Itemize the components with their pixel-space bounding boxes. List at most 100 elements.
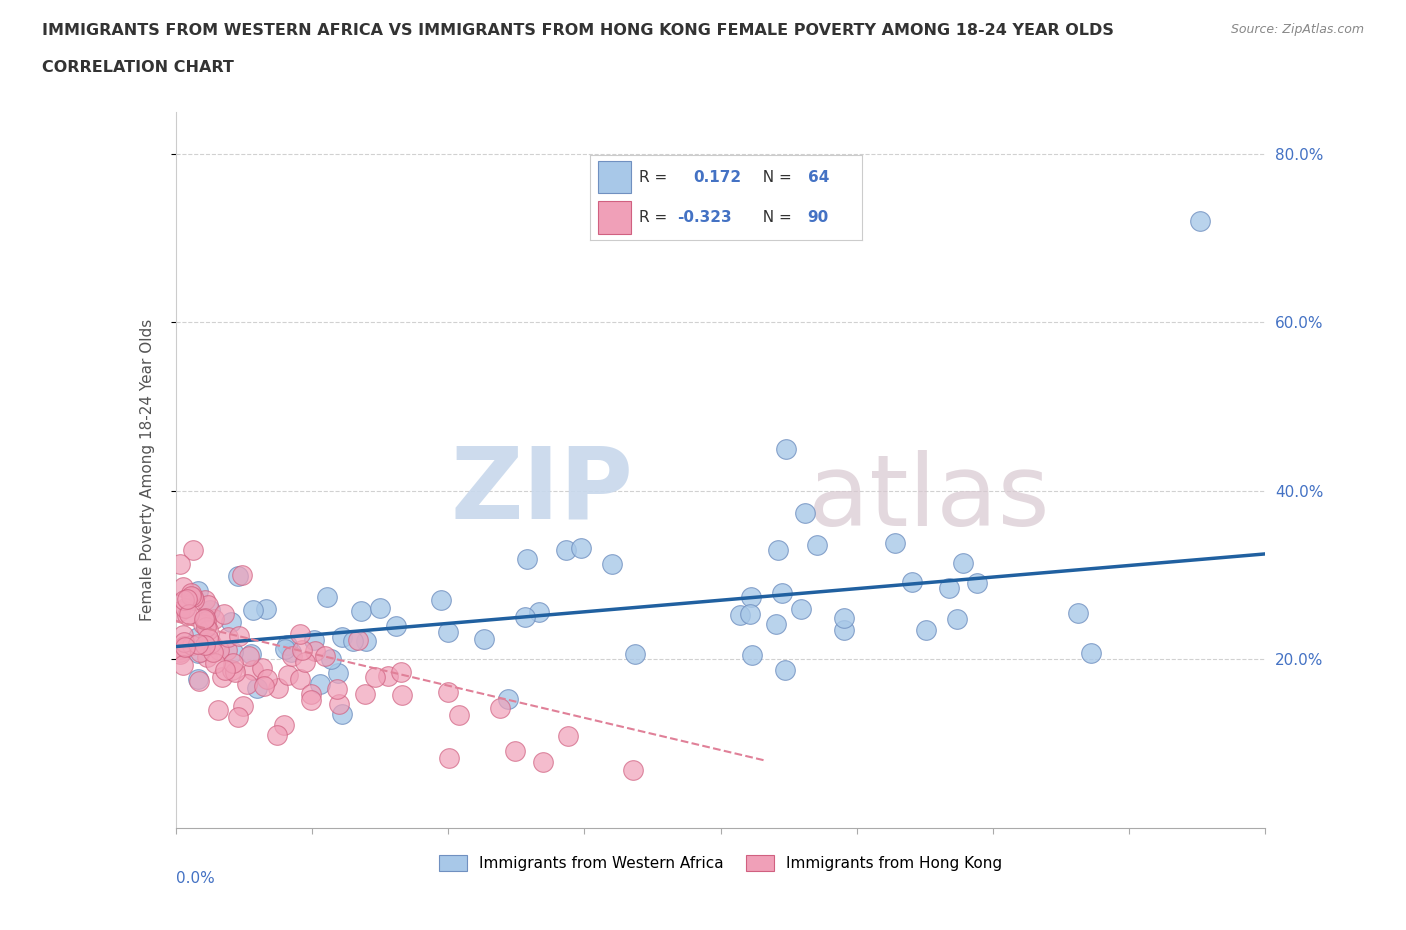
Point <box>384 618 406 633</box>
Point <box>277 668 299 683</box>
Point <box>790 602 813 617</box>
Point <box>302 633 325 648</box>
Point <box>489 701 512 716</box>
Point <box>188 644 211 659</box>
Point <box>214 663 236 678</box>
Point <box>194 638 217 653</box>
Point <box>299 693 322 708</box>
Point <box>938 580 960 595</box>
Point <box>1189 214 1212 229</box>
Point <box>222 644 245 659</box>
Point <box>273 717 295 732</box>
Point <box>172 641 194 656</box>
Text: ZIP: ZIP <box>450 443 633 539</box>
Point <box>191 617 214 631</box>
Point <box>288 627 311 642</box>
Point <box>173 600 195 615</box>
Point <box>194 593 217 608</box>
Point <box>172 579 194 594</box>
Point <box>623 646 645 661</box>
Point <box>389 664 412 679</box>
Point <box>231 567 253 582</box>
Point <box>832 623 855 638</box>
Point <box>354 686 377 701</box>
Point <box>516 551 538 566</box>
Point <box>834 611 856 626</box>
Point <box>195 614 218 629</box>
Point <box>181 542 204 557</box>
Point <box>350 604 373 618</box>
Point <box>169 556 191 571</box>
Point <box>183 592 205 607</box>
Point <box>253 679 276 694</box>
Point <box>316 589 339 604</box>
Point <box>304 644 326 658</box>
Point <box>503 744 526 759</box>
Point <box>377 669 399 684</box>
Point <box>600 557 623 572</box>
Point <box>569 540 592 555</box>
Point <box>228 710 250 724</box>
Point <box>364 670 387 684</box>
Point <box>437 624 460 639</box>
Point <box>200 636 222 651</box>
Point <box>294 655 316 670</box>
Point <box>193 612 215 627</box>
Point <box>314 649 336 664</box>
Point <box>169 644 191 659</box>
Point <box>222 656 245 671</box>
Point <box>228 628 250 643</box>
Point <box>228 568 250 583</box>
Point <box>966 576 988 591</box>
Point <box>186 630 209 644</box>
Text: 0.0%: 0.0% <box>176 870 215 885</box>
Point <box>236 676 259 691</box>
Point <box>740 606 762 621</box>
Point <box>173 634 195 649</box>
Point <box>740 590 762 604</box>
Point <box>555 542 578 557</box>
Point <box>242 663 264 678</box>
Point <box>219 615 242 630</box>
Point <box>793 506 815 521</box>
Point <box>186 671 209 686</box>
Point <box>952 556 974 571</box>
Point <box>201 644 224 659</box>
Text: atlas: atlas <box>807 450 1049 547</box>
Text: IMMIGRANTS FROM WESTERN AFRICA VS IMMIGRANTS FROM HONG KONG FEMALE POVERTY AMONG: IMMIGRANTS FROM WESTERN AFRICA VS IMMIGR… <box>42 23 1114 38</box>
Point <box>238 648 260 663</box>
Point <box>197 631 219 645</box>
Point <box>180 589 202 604</box>
Point <box>449 708 471 723</box>
Point <box>328 697 350 711</box>
Point <box>187 636 209 651</box>
Point <box>174 640 197 655</box>
Point <box>207 702 229 717</box>
Point <box>276 637 298 652</box>
Point <box>1080 645 1102 660</box>
Point <box>195 619 218 634</box>
Point <box>186 583 209 598</box>
Point <box>256 671 278 686</box>
Point <box>773 663 796 678</box>
Point <box>330 706 353 721</box>
Point <box>770 586 793 601</box>
Point <box>430 593 453 608</box>
Point <box>527 604 550 619</box>
Point <box>326 665 349 680</box>
Point <box>231 698 253 713</box>
Point <box>557 729 579 744</box>
Point <box>186 645 209 660</box>
Point <box>246 681 269 696</box>
Point <box>498 692 520 707</box>
Point <box>242 603 264 618</box>
Point <box>437 751 460 765</box>
Legend: Immigrants from Western Africa, Immigrants from Hong Kong: Immigrants from Western Africa, Immigran… <box>433 849 1008 877</box>
Point <box>217 630 239 644</box>
Point <box>342 633 364 648</box>
Point <box>204 656 226 671</box>
Point <box>621 763 644 777</box>
Point <box>198 602 221 617</box>
Point <box>274 642 297 657</box>
Point <box>281 648 304 663</box>
